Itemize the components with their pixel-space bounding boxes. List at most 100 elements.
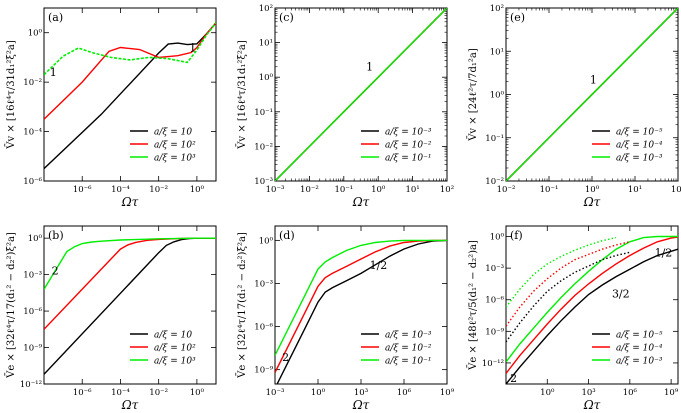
- panel-label: (f): [510, 229, 523, 242]
- legend-label: a/ξ = 10⁻³: [616, 154, 663, 164]
- x-axis-label: Ωτ: [121, 398, 139, 412]
- x-tick-label: 10⁻⁶: [73, 388, 92, 398]
- legend-label: a/ξ = 10⁻²: [385, 141, 432, 151]
- y-tick-label: 10⁻¹²: [482, 359, 504, 369]
- x-tick-label: 10⁰: [311, 388, 326, 398]
- y-tick-label: 10⁻³: [254, 279, 273, 289]
- series-line-b-0: [44, 237, 216, 375]
- legend-label: a/ξ = 10⁻⁴: [616, 344, 663, 354]
- x-tick-label: 10⁰: [585, 185, 600, 195]
- legend-label: a/ξ = 10³: [154, 357, 196, 367]
- y-tick-label: 10⁻⁴: [23, 128, 42, 138]
- x-tick-label: 10⁻³: [266, 185, 285, 195]
- slope-annotation: 1: [590, 74, 597, 87]
- series-line-d-0: [276, 239, 447, 384]
- panel-label: (a): [48, 11, 63, 24]
- legend-label: a/ξ = 10⁻²: [385, 344, 432, 354]
- slope-annotation: 1: [189, 41, 196, 54]
- y-tick-label: 10²: [259, 4, 273, 14]
- y-tick-label: 10⁰: [28, 234, 43, 244]
- panel-a: 10⁻⁶ 10⁻⁴ 10⁻² 10⁰ 10⁻⁶ 10⁻⁴ 10⁻² 10⁰ 1 1 (a) a/ξ =…: [5, 7, 217, 209]
- y-tick-label: 10⁰: [490, 91, 505, 101]
- y-tick-label: 10⁻²: [23, 78, 42, 88]
- series-line-a-1: [44, 22, 216, 120]
- legend-label: a/ξ = 10⁻⁴: [616, 141, 663, 151]
- series-line-f-4: [506, 241, 630, 327]
- x-tick-label: 10³: [354, 388, 368, 398]
- series-line-f-5: [506, 236, 617, 308]
- plot-frame: [274, 7, 448, 182]
- y-tick-label: 10⁻⁹: [485, 327, 504, 337]
- series-line-f-0: [506, 248, 678, 384]
- plot-frame: [43, 225, 217, 385]
- series-line-e-2: [506, 8, 678, 181]
- y-tick-label: 10⁰: [259, 236, 274, 246]
- legend-label: a/ξ = 10³: [154, 154, 196, 164]
- y-axis-label: V̄e × [32ℓ⁴τ/17(d₁² − d₂²)ξ²a]: [236, 232, 248, 379]
- y-tick-label: 10¹: [490, 47, 504, 57]
- legend-label: a/ξ = 10⁻³: [616, 357, 663, 367]
- x-tick-label: 10⁻³: [266, 388, 285, 398]
- y-tick-label: 10¹: [259, 39, 273, 49]
- y-axis-label: V̄v × [24ℓ²τ/7d₁²a]: [467, 48, 479, 142]
- x-tick-label: 10⁹: [440, 388, 455, 398]
- x-tick-label: 10¹: [628, 185, 642, 195]
- panel-label: (b): [48, 229, 64, 242]
- y-tick-label: 10⁻⁶: [23, 177, 42, 187]
- x-axis-label: Ωτ: [121, 195, 139, 209]
- series-line-d-1: [275, 239, 447, 373]
- series-line-a-0: [44, 22, 216, 170]
- y-tick-label: 10⁻¹: [254, 108, 273, 118]
- y-tick-label: 10⁻⁹: [23, 344, 42, 354]
- x-tick-label: 10⁹: [664, 388, 679, 398]
- panel-label: (c): [279, 11, 294, 24]
- panel-e: 10⁻² 10⁻¹ 10⁰ 10¹ 10² 10⁻² 10⁻¹ 10⁰ 10¹ 10² 1 (e) a/…: [467, 4, 681, 209]
- y-tick-label: 10⁻⁶: [23, 307, 42, 317]
- x-tick-label: 10⁻⁴: [111, 185, 130, 195]
- x-tick-label: 10²: [440, 185, 454, 195]
- legend-label: a/ξ = 10⁻³: [385, 331, 432, 341]
- panel-label: (d): [279, 229, 295, 242]
- x-tick-label: 10⁻¹: [334, 185, 353, 195]
- legend-label: a/ξ = 10⁻⁵: [616, 331, 663, 341]
- legend-label: a/ξ = 10²: [154, 344, 196, 354]
- x-axis-label: Ωτ: [583, 398, 601, 412]
- y-axis-label: V̄v × [16ℓ⁴τ/31d₁²ξ²a]: [236, 40, 248, 150]
- y-tick-label: 10⁻¹: [485, 134, 504, 144]
- slope-annotation: 1/2: [655, 247, 673, 260]
- series-line-a-2: [44, 22, 216, 76]
- y-tick-label: 10⁰: [259, 73, 274, 83]
- panel-d: 10⁻³ 10⁰ 10³ 10⁶ 10⁹ 10⁻⁹ 10⁻⁶ 10⁻³ 10⁰ 1/2 2 (d) a/…: [236, 225, 455, 412]
- y-tick-label: 10⁰: [28, 29, 43, 39]
- x-tick-label: 10⁻¹: [540, 185, 559, 195]
- x-tick-label: 10⁰: [190, 388, 205, 398]
- legend-label: a/ξ = 10⁻¹: [385, 357, 431, 367]
- y-axis-label: V̄e × [32ℓ⁴τ/17(d₁² − d₂²)ξ²a]: [5, 232, 17, 379]
- legend-label: a/ξ = 10²: [154, 141, 196, 151]
- y-tick-label: 10⁻⁶: [254, 323, 273, 333]
- slope-annotation: 2: [52, 265, 59, 278]
- x-axis-label: Ωτ: [352, 195, 370, 209]
- slope-annotation: 1/2: [370, 259, 388, 272]
- y-tick-label: 10⁰: [490, 233, 505, 243]
- series-line-b-2: [44, 237, 216, 290]
- x-tick-label: 10⁰: [190, 185, 205, 195]
- panel-b: 10⁻⁶ 10⁻⁴ 10⁻² 10⁰ 10⁻¹² 10⁻⁹ 10⁻⁶ 10⁻³ 10⁰ 2 (b) a…: [5, 225, 217, 412]
- x-tick-label: 10⁻⁶: [73, 185, 92, 195]
- x-tick-label: 10⁶: [623, 388, 638, 398]
- y-axis-label: V̄v × [16ℓ⁴τ/31d₁²ξ²a]: [5, 40, 17, 150]
- series-line-f-3: [506, 251, 630, 343]
- x-tick-label: 10⁰: [371, 185, 386, 195]
- slope-annotation: 2: [510, 372, 517, 385]
- y-tick-label: 10²: [490, 4, 504, 14]
- legend-label: a/ξ = 10⁻¹: [385, 154, 431, 164]
- y-tick-label: 10⁻⁶: [485, 296, 504, 306]
- legend-label: a/ξ = 10⁻⁵: [616, 128, 663, 138]
- x-tick-label: 10⁻²: [149, 388, 168, 398]
- x-tick-label: 10⁻²: [300, 185, 319, 195]
- slope-annotation: 1: [366, 60, 373, 73]
- legend-label: a/ξ = 10⁻³: [385, 128, 432, 138]
- slope-annotation: 1: [50, 66, 57, 79]
- x-tick-label: 10⁰: [540, 388, 555, 398]
